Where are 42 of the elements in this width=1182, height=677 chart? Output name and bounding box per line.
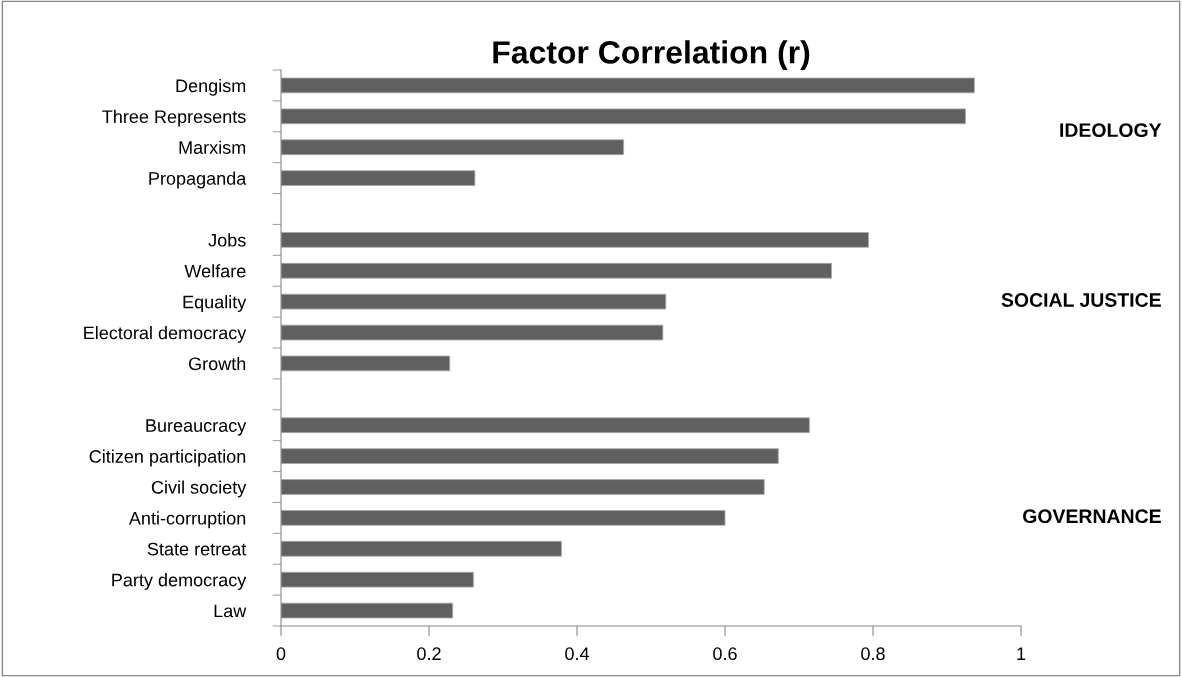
y-tick-label: Electoral democracy <box>84 326 247 343</box>
bar <box>281 77 975 94</box>
y-tick-label: Anti-corruption <box>128 511 246 529</box>
y-tick-label: Jobs <box>208 233 246 247</box>
y-tick-label: Propaganda <box>149 171 247 189</box>
x-tick-label: 0.4 <box>565 647 590 661</box>
y-tick-label: State retreat <box>147 542 247 556</box>
bar <box>281 540 562 557</box>
bar <box>281 602 454 619</box>
x-tick-label: 0.2 <box>417 647 441 661</box>
bar <box>281 324 664 341</box>
y-tick-label: Welfare <box>184 264 246 278</box>
bar <box>281 232 869 248</box>
y-tick-label: Marxism <box>179 140 246 154</box>
x-tick-label: 0.8 <box>861 647 885 661</box>
bar <box>281 293 667 310</box>
text: GOVERNANCE <box>1023 509 1161 524</box>
y-tick-label: Three Represents <box>102 109 246 127</box>
bar <box>281 108 966 125</box>
bar <box>281 139 625 156</box>
bar <box>281 417 810 434</box>
text: IDEOLOGY <box>1060 123 1162 137</box>
bar <box>281 571 474 588</box>
y-tick-label: Dengism <box>176 78 246 96</box>
x-tick-label: 1 <box>1017 647 1026 660</box>
y-tick-label: Bureaucracy <box>146 419 247 436</box>
bar <box>281 355 451 372</box>
bar <box>281 510 726 526</box>
bar <box>281 170 476 186</box>
x-tick-label: 0.6 <box>713 647 737 661</box>
y-tick-label: Equality <box>183 295 247 312</box>
chart-title: Factor Correlation (r) <box>493 40 810 70</box>
y-tick-label: Party democracy <box>112 573 247 590</box>
bar <box>281 262 832 279</box>
y-tick-label: Citizen participation <box>89 449 246 467</box>
bar <box>281 479 765 495</box>
y-tick-label: Law <box>214 604 247 618</box>
y-tick-label: Civil society <box>151 480 247 498</box>
annotation: SOCIAL JUSTICE <box>1001 293 1161 307</box>
x-tick-label: 0 <box>276 647 286 661</box>
bar <box>281 448 779 464</box>
y-tick-label: Growth <box>188 356 246 371</box>
